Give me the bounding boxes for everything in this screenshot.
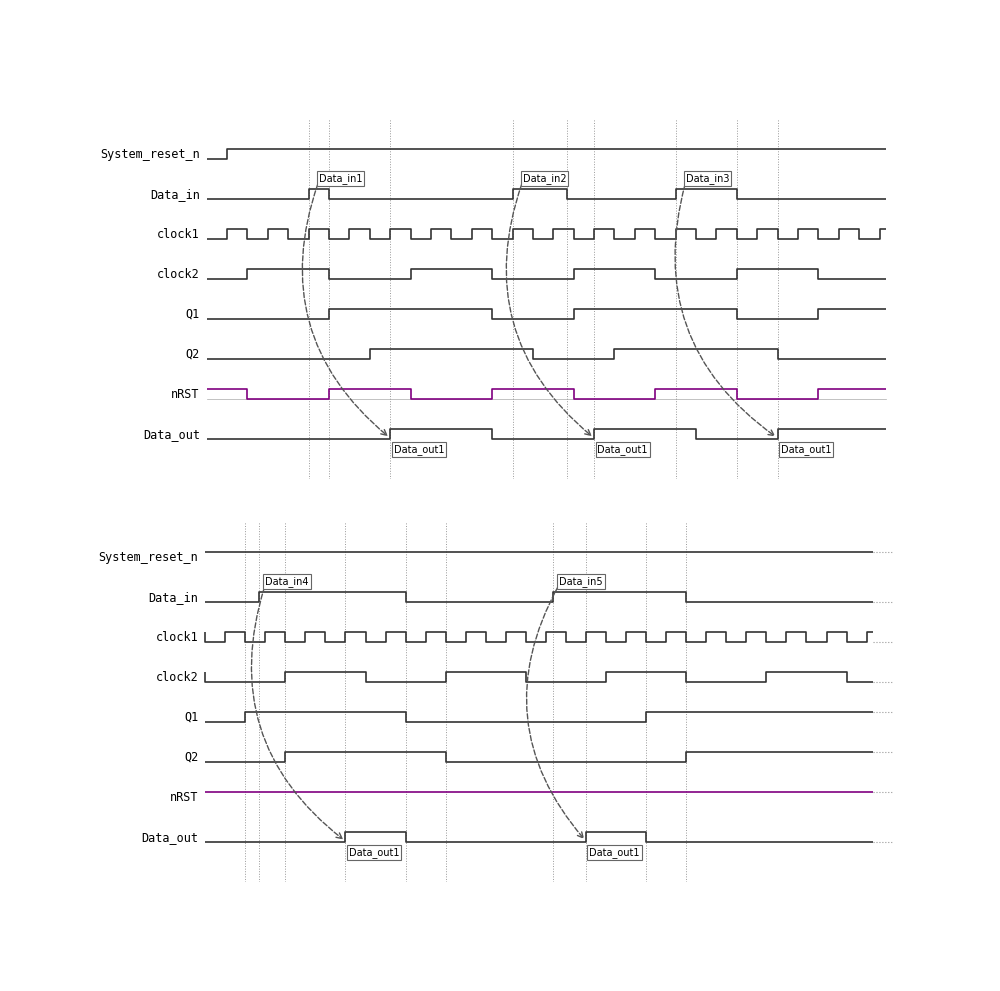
Text: Q2: Q2	[186, 348, 200, 361]
Text: Q2: Q2	[184, 751, 198, 764]
Text: Data_out: Data_out	[141, 830, 198, 843]
Text: clock2: clock2	[156, 671, 198, 684]
Text: Data_in: Data_in	[150, 187, 200, 200]
Text: Data_in: Data_in	[149, 591, 198, 604]
Text: Data_out1: Data_out1	[781, 444, 832, 455]
Text: Data_out1: Data_out1	[394, 444, 444, 455]
Text: System_reset_n: System_reset_n	[99, 551, 198, 564]
Text: Data_out1: Data_out1	[589, 846, 640, 857]
Text: clock2: clock2	[157, 268, 200, 280]
Text: nRST: nRST	[171, 387, 200, 400]
Text: Data_in4: Data_in4	[265, 577, 309, 588]
Text: Data_in3: Data_in3	[686, 173, 729, 184]
Text: Q1: Q1	[184, 711, 198, 723]
Text: Data_in1: Data_in1	[319, 173, 362, 184]
Text: Data_in2: Data_in2	[523, 173, 566, 184]
Text: Data_out: Data_out	[143, 427, 200, 441]
Text: Data_out1: Data_out1	[349, 846, 399, 857]
Text: clock1: clock1	[156, 630, 198, 644]
Text: Q1: Q1	[186, 307, 200, 320]
Text: Data_out1: Data_out1	[597, 444, 648, 455]
Text: nRST: nRST	[170, 791, 198, 804]
Text: Data_in5: Data_in5	[559, 577, 603, 588]
Text: System_reset_n: System_reset_n	[100, 148, 200, 161]
Text: clock1: clock1	[157, 228, 200, 241]
